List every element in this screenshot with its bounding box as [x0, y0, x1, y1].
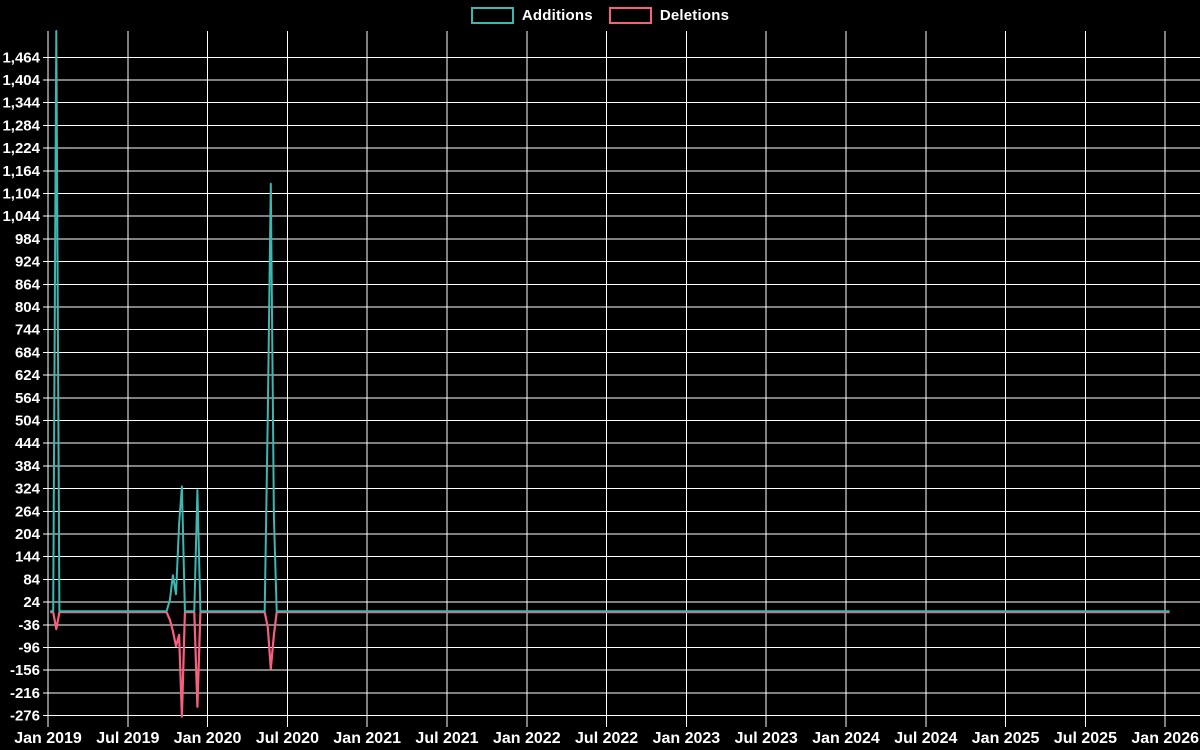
y-tick-label: -156 — [10, 662, 40, 679]
y-tick-label: 24 — [23, 594, 40, 611]
x-tick-label: Jan 2024 — [812, 730, 880, 747]
y-tick-label: 804 — [15, 299, 41, 316]
x-tick-label: Jan 2021 — [333, 730, 401, 747]
legend-label-deletions: Deletions — [659, 7, 730, 24]
y-tick-label: 984 — [15, 231, 41, 248]
y-tick-label: 1,104 — [2, 186, 40, 203]
y-tick-label: 144 — [15, 549, 41, 566]
y-tick-label: 1,284 — [2, 117, 40, 134]
y-tick-label: 204 — [15, 526, 41, 543]
deletions-swatch-icon — [608, 7, 652, 24]
x-tick-label: Jan 2025 — [972, 730, 1040, 747]
y-tick-label: 1,044 — [2, 208, 40, 225]
y-tick-label: 444 — [15, 435, 41, 452]
y-tick-label: 1,464 — [2, 49, 40, 66]
y-tick-label: 924 — [15, 254, 41, 271]
y-tick-label: -96 — [18, 640, 40, 657]
x-tick-label: Jan 2020 — [174, 730, 242, 747]
y-tick-label: -216 — [10, 685, 40, 702]
x-tick-label: Jan 2026 — [1131, 730, 1199, 747]
x-tick-label: Jan 2023 — [653, 730, 721, 747]
legend-item-deletions[interactable]: Deletions — [608, 7, 730, 24]
y-tick-label: 684 — [15, 344, 41, 361]
additions-swatch-icon — [470, 7, 514, 24]
y-tick-label: 1,404 — [2, 72, 40, 89]
y-tick-label: 264 — [15, 503, 41, 520]
y-tick-label: 744 — [15, 322, 41, 339]
x-tick-label: Jul 2019 — [96, 730, 159, 747]
y-tick-label: 864 — [15, 276, 41, 293]
x-tick-label: Jul 2022 — [575, 730, 638, 747]
y-tick-label: 1,164 — [2, 163, 40, 180]
x-tick-label: Jan 2022 — [493, 730, 561, 747]
y-tick-label: 1,224 — [2, 140, 40, 157]
x-tick-label: Jul 2024 — [894, 730, 957, 747]
chart-legend: Additions Deletions — [0, 7, 1200, 24]
y-tick-label: -36 — [18, 617, 40, 634]
x-tick-label: Jul 2021 — [415, 730, 478, 747]
x-tick-label: Jul 2025 — [1054, 730, 1117, 747]
y-tick-label: 84 — [23, 571, 40, 588]
y-tick-label: 1,344 — [2, 95, 40, 112]
legend-item-additions[interactable]: Additions — [470, 7, 593, 24]
y-tick-label: -276 — [10, 708, 40, 725]
x-tick-label: Jul 2023 — [735, 730, 798, 747]
legend-label-additions: Additions — [521, 7, 593, 24]
x-tick-label: Jan 2019 — [14, 730, 82, 747]
y-tick-label: 624 — [15, 367, 41, 384]
y-tick-label: 504 — [15, 413, 41, 430]
y-tick-label: 564 — [15, 390, 41, 407]
y-tick-label: 324 — [15, 481, 41, 498]
y-tick-label: 384 — [15, 458, 41, 475]
series-line-additions — [50, 30, 1170, 613]
x-tick-label: Jul 2020 — [256, 730, 319, 747]
series-line-deletions — [50, 611, 1170, 718]
